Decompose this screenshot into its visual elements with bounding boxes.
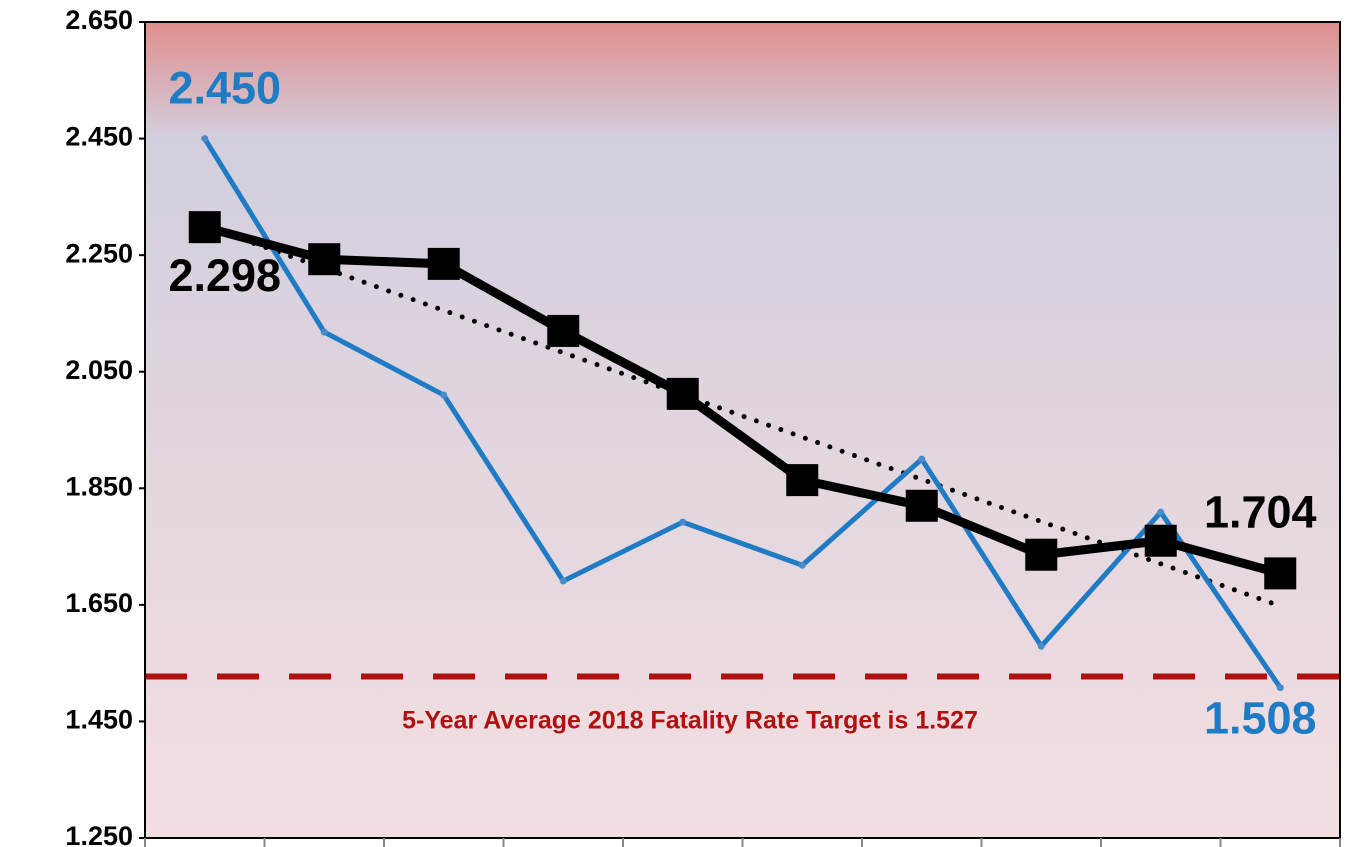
y-tick-label: 2.050 (65, 355, 133, 385)
series-line (203, 222, 1282, 578)
marker (679, 518, 687, 526)
marker (547, 314, 580, 347)
marker (440, 391, 448, 399)
marker (1037, 642, 1045, 650)
marker (918, 455, 926, 463)
marker (320, 328, 328, 336)
plot-background (145, 22, 1340, 838)
data-label: 2.450 (168, 62, 281, 113)
marker (1157, 508, 1165, 516)
marker (1025, 538, 1058, 571)
series-line (202, 137, 1283, 690)
marker (308, 243, 341, 276)
y-tick-label: 2.650 (65, 5, 133, 35)
marker (905, 489, 938, 522)
data-label: 1.704 (1204, 486, 1317, 537)
marker (188, 211, 221, 244)
data-label: 1.508 (1204, 693, 1317, 744)
data-label: 2.298 (168, 250, 281, 301)
y-tick-label: 1.850 (65, 471, 133, 501)
marker (1276, 684, 1284, 692)
y-tick-label: 1.450 (65, 705, 133, 735)
y-tick-label: 1.650 (65, 588, 133, 618)
y-tick-label: 1.250 (65, 821, 133, 847)
marker (798, 561, 806, 569)
y-tick-label: 2.250 (65, 238, 133, 268)
trendline (202, 223, 1283, 609)
marker (666, 377, 699, 410)
marker (427, 247, 460, 280)
marker (1144, 524, 1177, 557)
marker (201, 135, 209, 143)
annotation: 5-Year Average 2018 Fatality Rate Target… (402, 707, 978, 735)
marker (1264, 557, 1297, 590)
y-tick-label: 2.450 (65, 122, 133, 152)
marker (559, 577, 567, 585)
marker (786, 464, 819, 497)
